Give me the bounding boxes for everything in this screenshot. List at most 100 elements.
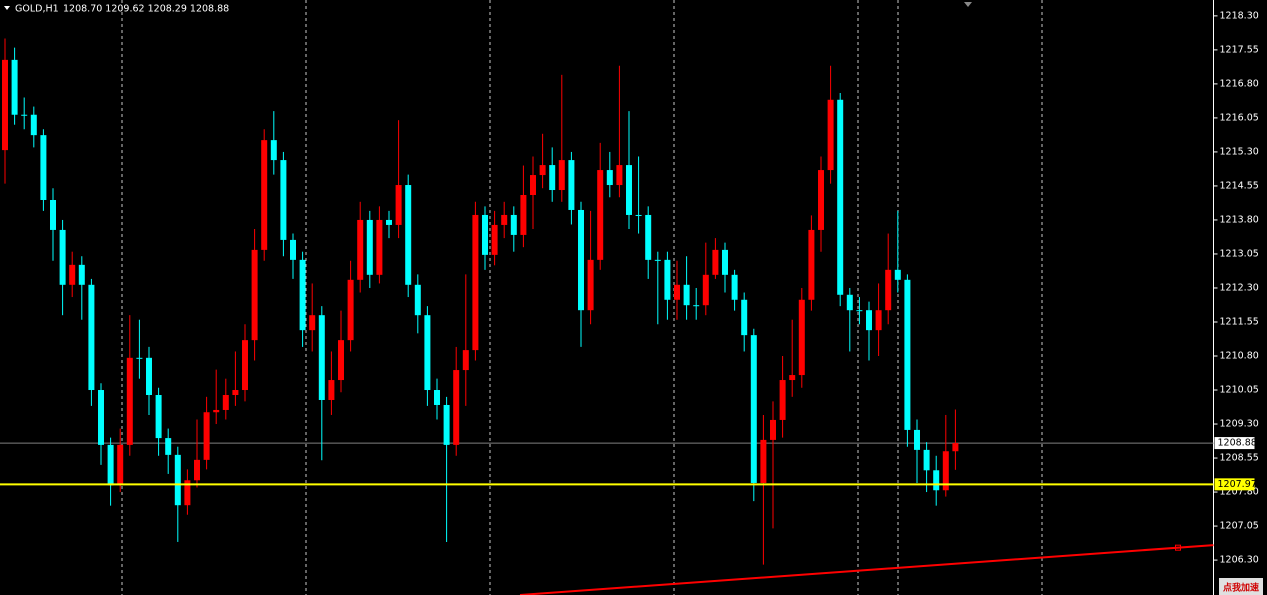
candle-body [414, 284, 421, 316]
candle-body [194, 459, 200, 481]
candle-body [376, 219, 383, 275]
candle-body [309, 315, 316, 331]
y-tick-label: 1217.55 [1220, 44, 1259, 55]
candle-body [203, 412, 210, 460]
candle-body [251, 249, 258, 341]
candle-body [856, 310, 863, 312]
bid-label: 1208.88 [1218, 438, 1257, 449]
y-tick-label: 1210.05 [1220, 385, 1259, 396]
candle-body [184, 480, 191, 506]
candle-body [366, 219, 373, 275]
candle-body [222, 395, 229, 410]
candle-body [597, 170, 604, 260]
candle-body [347, 279, 354, 341]
speed-button[interactable]: 点我加速 [1223, 582, 1259, 594]
y-tick-label: 1210.80 [1220, 351, 1259, 362]
candle-body [462, 350, 469, 371]
level-box [1214, 478, 1255, 491]
candle-body [357, 219, 364, 280]
button-bg[interactable] [1219, 578, 1263, 595]
candle-body [914, 429, 920, 450]
candle-body [568, 160, 575, 210]
candle-body [453, 370, 460, 445]
candle-body [405, 185, 412, 285]
candle-body [731, 274, 738, 300]
candle-body [616, 165, 623, 186]
candle-body [808, 229, 815, 300]
y-tick-label: 1207.80 [1220, 487, 1259, 498]
candle-body [923, 449, 930, 471]
menu-arrow[interactable] [4, 6, 10, 10]
candle-body [155, 395, 162, 439]
candle-body [165, 438, 172, 455]
candle-body [328, 380, 335, 400]
candle-body [626, 165, 632, 215]
y-tick-label: 1213.80 [1220, 214, 1259, 225]
candle-body [827, 99, 834, 171]
candle-body [126, 357, 133, 445]
candle-body [290, 239, 296, 260]
candle-body [30, 114, 37, 136]
candle-body [885, 269, 892, 311]
candle-body [88, 284, 95, 391]
candle-body [117, 444, 124, 486]
shift-marker [964, 2, 972, 7]
candle-body [520, 195, 527, 235]
candle-body [779, 380, 786, 420]
level-label: 1207.97 [1218, 479, 1257, 490]
candle-body [395, 185, 402, 225]
bid-box [1214, 437, 1255, 450]
y-tick-label: 1215.30 [1220, 146, 1259, 157]
candle-body [587, 259, 594, 311]
candle-body [21, 114, 28, 116]
y-tick-label: 1213.05 [1220, 248, 1259, 259]
candle-body [98, 390, 104, 445]
candle-body [299, 259, 306, 331]
candle-body [510, 214, 517, 235]
candle-body [443, 404, 450, 445]
y-tick-label: 1216.80 [1220, 78, 1259, 89]
candle-body [213, 409, 220, 413]
candle-body [837, 99, 844, 295]
y-tick-label: 1206.30 [1220, 555, 1259, 566]
candle-body [40, 135, 47, 200]
candle-body [760, 439, 767, 483]
candle-body [674, 284, 680, 300]
candle-body [789, 375, 796, 381]
y-tick-label: 1211.55 [1220, 316, 1259, 327]
candle-body [2, 59, 8, 151]
candle-body [69, 264, 76, 285]
candle-body [712, 249, 719, 275]
candle-body [558, 160, 565, 191]
candle-body [818, 170, 824, 230]
candle-body [942, 451, 949, 491]
ohlc-text: 1208.70 1209.62 1208.29 1208.88 [63, 4, 229, 15]
candle-body [539, 165, 546, 176]
candle-body [261, 140, 268, 250]
y-tick-label: 1214.55 [1220, 180, 1259, 191]
candle-body [875, 310, 882, 331]
candle-body [750, 335, 757, 483]
candle-body [904, 279, 911, 430]
candle-body [280, 160, 287, 240]
candle-body [78, 264, 85, 285]
trend-anchor [1175, 544, 1181, 551]
candle-body [136, 357, 143, 359]
y-tick-label: 1212.30 [1220, 282, 1259, 293]
candle-body [894, 269, 901, 280]
candle-body [270, 140, 277, 161]
candle-body [232, 390, 239, 396]
candle-body [174, 454, 181, 506]
y-tick-label: 1218.30 [1220, 10, 1259, 21]
candle-body [741, 299, 748, 336]
candle-body [338, 340, 344, 381]
candle-body [693, 305, 700, 307]
candle-body [952, 443, 959, 452]
candle-body [491, 224, 498, 255]
candle-body [654, 259, 661, 261]
candle-body [846, 294, 853, 311]
y-tick-label: 1216.05 [1220, 112, 1259, 123]
candle-body [424, 315, 431, 391]
trend-line [519, 544, 1214, 595]
